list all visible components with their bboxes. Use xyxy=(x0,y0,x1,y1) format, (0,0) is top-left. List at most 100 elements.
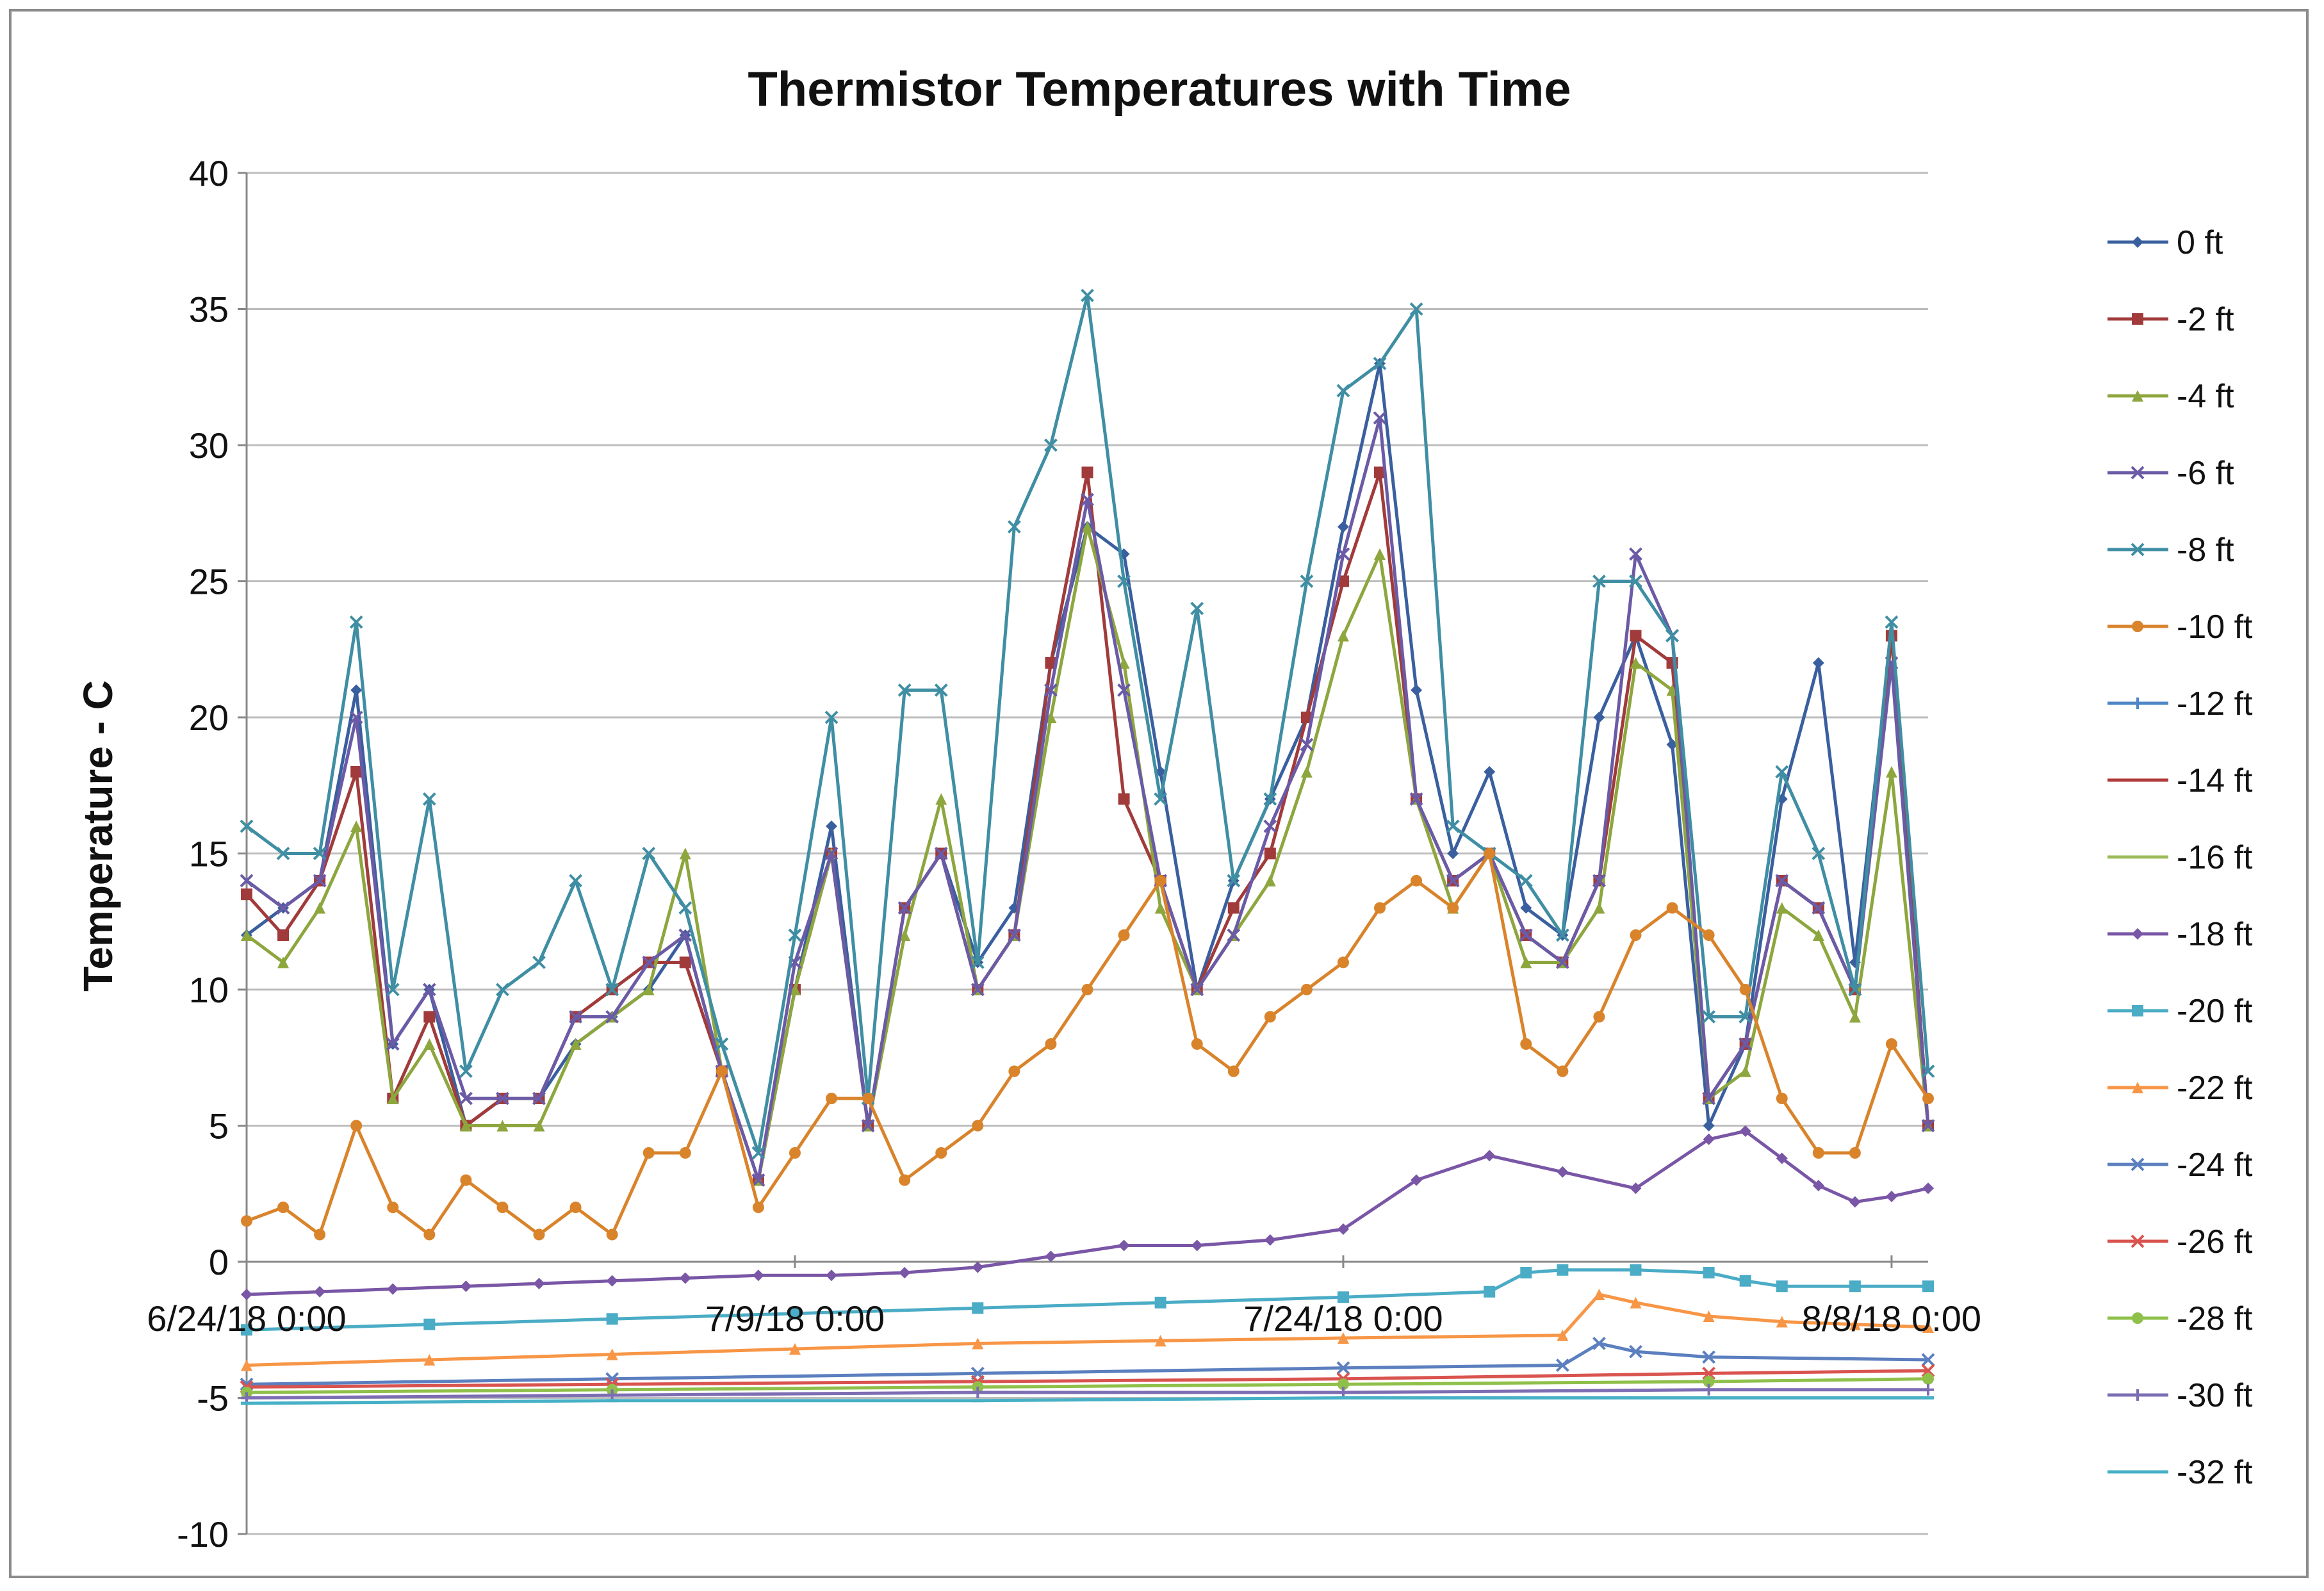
point xyxy=(789,1343,801,1355)
point xyxy=(1154,875,1166,886)
point xyxy=(1629,547,1642,561)
legend-item: -6 ft xyxy=(2107,455,2234,492)
point xyxy=(1629,1344,1642,1358)
point xyxy=(2132,1082,2143,1093)
point xyxy=(1703,1310,1715,1322)
point xyxy=(752,1202,764,1213)
point xyxy=(1264,1011,1276,1023)
point xyxy=(1300,738,1314,751)
point xyxy=(678,901,692,915)
point xyxy=(1703,1267,1715,1278)
point xyxy=(2131,1234,2145,1248)
point xyxy=(824,847,839,860)
point xyxy=(1592,874,1606,888)
point xyxy=(788,928,802,942)
point xyxy=(460,1280,472,1293)
point xyxy=(1739,1125,1751,1137)
point xyxy=(972,1387,984,1398)
series-neg24ft xyxy=(240,1337,1935,1391)
point xyxy=(972,1337,984,1350)
series-neg10ft xyxy=(241,847,1934,1241)
legend-label: 0 ft xyxy=(2177,224,2223,261)
series-line xyxy=(246,1293,1929,1367)
point xyxy=(897,901,912,915)
point xyxy=(1922,1321,1934,1333)
point xyxy=(386,1037,400,1051)
point xyxy=(1337,1378,1349,1391)
y-ticks: 40 35 30 25 20 15 10 5 0 -5 -10 xyxy=(177,153,229,1554)
point xyxy=(1045,1250,1057,1262)
point xyxy=(1411,684,1423,696)
y-tick-label: -10 xyxy=(177,1514,229,1554)
legend-item: -18 ft xyxy=(2107,916,2253,953)
point xyxy=(240,819,254,833)
legend-label: -22 ft xyxy=(2177,1070,2253,1107)
point xyxy=(1666,738,1678,751)
point xyxy=(751,1146,765,1160)
point xyxy=(715,1037,729,1051)
point xyxy=(1520,1038,1532,1050)
y-axis-label: Temperature - C xyxy=(75,680,121,991)
legend-item: -26 ft xyxy=(2107,1223,2253,1261)
point xyxy=(1227,1065,1240,1077)
legend-item: -16 ft xyxy=(2107,839,2253,876)
point xyxy=(1008,1065,1020,1077)
point xyxy=(789,1307,801,1319)
point xyxy=(970,983,985,997)
axes xyxy=(238,172,1928,1535)
point xyxy=(1921,1065,1935,1078)
point xyxy=(422,983,436,997)
point xyxy=(1118,793,1130,805)
point xyxy=(1812,847,1826,860)
point xyxy=(1666,684,1678,696)
point xyxy=(1630,929,1642,941)
point xyxy=(277,1202,290,1213)
point xyxy=(1703,929,1715,941)
legend-label: -26 ft xyxy=(2177,1223,2253,1261)
series-layer xyxy=(240,288,1935,1405)
legend-label: -10 ft xyxy=(2177,608,2253,646)
point xyxy=(826,820,838,832)
point xyxy=(533,1278,545,1289)
point xyxy=(569,1038,582,1050)
point xyxy=(277,929,290,941)
point xyxy=(1373,411,1387,425)
point xyxy=(1702,1091,1716,1106)
point xyxy=(314,1285,326,1298)
point xyxy=(1300,575,1314,588)
point xyxy=(972,1120,984,1132)
point xyxy=(1337,575,1349,587)
series-line xyxy=(245,471,1930,1182)
legend[interactable]: 0 ft -2 ft -4 ft -6 ft -8 ft -10 ft -12 ft -14 … xyxy=(2107,224,2253,1491)
legend-label: -24 ft xyxy=(2177,1146,2253,1184)
point xyxy=(1117,575,1131,588)
point xyxy=(751,1173,765,1187)
point xyxy=(387,1283,399,1295)
point xyxy=(459,1091,473,1106)
point xyxy=(386,983,400,997)
point xyxy=(2131,1157,2145,1171)
series-line xyxy=(246,1369,1929,1389)
point xyxy=(1411,1174,1423,1186)
point xyxy=(532,1091,546,1106)
point xyxy=(277,956,290,968)
point xyxy=(1446,874,1460,888)
point xyxy=(387,1202,399,1213)
legend-label: -6 ft xyxy=(2177,455,2234,492)
point xyxy=(1484,1285,1496,1298)
series-neg18ft xyxy=(241,1125,1934,1300)
point xyxy=(1044,438,1058,452)
legend-item: -24 ft xyxy=(2107,1146,2253,1184)
point xyxy=(1007,928,1021,942)
point xyxy=(1263,819,1277,833)
point xyxy=(642,1147,655,1159)
point xyxy=(1739,1065,1751,1077)
point xyxy=(605,983,619,997)
point xyxy=(1300,984,1313,995)
point xyxy=(1118,929,1130,941)
point xyxy=(350,766,363,778)
point xyxy=(1264,847,1276,860)
point xyxy=(789,984,801,995)
point xyxy=(1300,712,1313,723)
